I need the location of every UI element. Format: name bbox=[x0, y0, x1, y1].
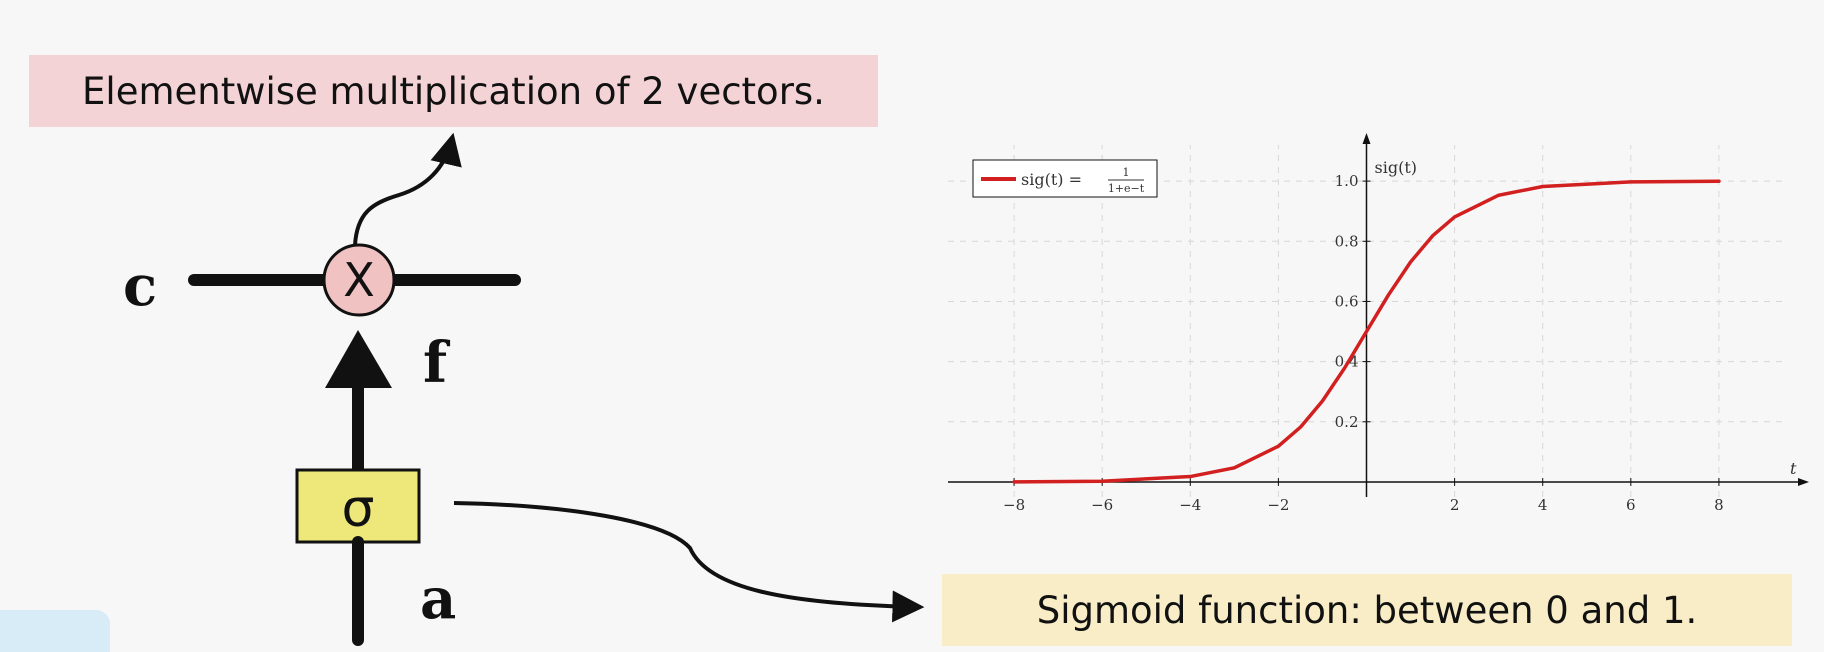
sigmoid-callout: Sigmoid function: between 0 and 1. bbox=[942, 574, 1792, 646]
y-tick-label: 0.8 bbox=[1335, 232, 1359, 250]
x-tick-label: 4 bbox=[1538, 496, 1548, 514]
elementwise-multiplication-callout: Elementwise multiplication of 2 vectors. bbox=[29, 55, 878, 127]
multiply-node bbox=[322, 243, 396, 317]
x-tick-label: −8 bbox=[1003, 496, 1025, 514]
y-tick-label: 0.2 bbox=[1335, 413, 1359, 431]
multiply-output-arrow bbox=[353, 132, 462, 246]
y-axis-arrow bbox=[1362, 133, 1371, 144]
x-axis-label: t bbox=[1790, 459, 1797, 478]
sigma-label: σ bbox=[342, 479, 375, 539]
x-tick-label: −4 bbox=[1179, 496, 1201, 514]
x-tick-label: −6 bbox=[1091, 496, 1113, 514]
x-tick-label: 8 bbox=[1714, 496, 1724, 514]
legend-denominator: 1+e−t bbox=[1108, 182, 1145, 195]
x-tick-label: 2 bbox=[1450, 496, 1460, 514]
legend-numerator: 1 bbox=[1123, 166, 1130, 179]
x-tick-label: −2 bbox=[1267, 496, 1289, 514]
bottom-left-cloud-decoration bbox=[0, 610, 110, 652]
a-label: a bbox=[420, 566, 456, 632]
y-tick-label: 0.6 bbox=[1335, 292, 1359, 310]
multiply-label: X bbox=[343, 253, 375, 307]
sigma-to-sigmoid-arrow bbox=[453, 501, 925, 623]
f-label: f bbox=[423, 330, 451, 396]
legend-label: sig(t) = bbox=[1021, 170, 1082, 189]
f-arrowhead bbox=[325, 330, 392, 388]
y-tick-label: 1.0 bbox=[1335, 172, 1359, 190]
x-tick-label: 6 bbox=[1626, 496, 1636, 514]
y-axis-label: sig(t) bbox=[1375, 158, 1417, 177]
x-axis-arrow bbox=[1798, 477, 1809, 486]
sigmoid-curve bbox=[1012, 179, 1721, 484]
sigmoid-chart: −8 −6 −4 −2 2 4 6 8 0.2 0.4 0.6 0.8 1.0 sig(t) t sig(t)… bbox=[940, 133, 1820, 545]
sigmoid-chart-svg: −8 −6 −4 −2 2 4 6 80.20.40.60.81.0sig(t)tsig(t)… bbox=[948, 133, 1809, 514]
c-label: c bbox=[123, 253, 157, 319]
